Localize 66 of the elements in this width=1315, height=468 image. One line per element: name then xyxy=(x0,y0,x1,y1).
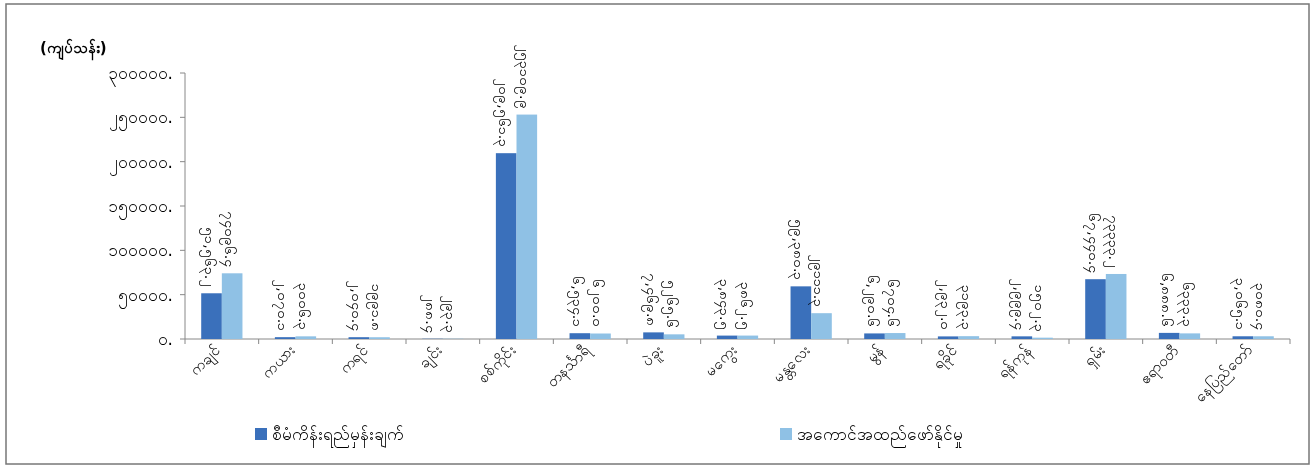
bar xyxy=(516,114,538,339)
bar xyxy=(663,334,685,339)
data-label: ၂,၀၄၀.၄ xyxy=(345,280,365,332)
bar xyxy=(1011,336,1033,339)
y-tick-label: ၂၀၀၀၀၀. xyxy=(108,151,173,176)
data-label: ၆၃၃၃.၃ xyxy=(1176,281,1196,328)
data-label: ၆,၅၃၄.၁ xyxy=(566,276,586,328)
data-label: ၅၁,၅၆၃.၂ xyxy=(198,227,218,288)
data-label: ၃၀၀၆.၃ xyxy=(292,282,312,331)
data-label: ၂၉၁၁၁.၃ xyxy=(808,253,828,308)
data-label: ၃,၈၄၃.၅ xyxy=(714,278,734,330)
data-label: ၃,၀၆၅.၁ xyxy=(1229,278,1249,331)
y-tick-label: ၃၀၀၀၀၀. xyxy=(107,63,173,87)
data-label: ၇၄၀၉၆.၄ xyxy=(219,210,239,268)
data-label: ၆၇၀၄.၆ xyxy=(882,278,902,328)
bar xyxy=(1085,279,1106,339)
bar xyxy=(1253,336,1274,339)
data-label: ၇၃၃၃၃.၂ xyxy=(1103,214,1123,268)
y-tick-label: ၅၀၀၀၀. xyxy=(117,284,173,309)
bar xyxy=(1158,332,1180,339)
bar xyxy=(1179,333,1201,339)
x-tick-label: ရှမ်း xyxy=(1080,341,1111,372)
x-tick-label: ပဲခူး xyxy=(638,341,669,372)
bar xyxy=(201,293,222,339)
bar xyxy=(1105,273,1127,339)
y-tick-label: ၁၅၀၀၀၀. xyxy=(107,196,173,220)
data-label: ၆၇,၄၄၀.၄ xyxy=(1082,213,1102,274)
data-label: ၂,၉၃၂.၀ xyxy=(935,279,955,331)
data-label: ၂,၀၇၀.၁ xyxy=(272,279,292,332)
data-label: ၃၈၆၂.၅ xyxy=(734,282,754,330)
data-label: ၁၉၉၁.၈ xyxy=(366,283,386,332)
bar xyxy=(864,333,885,339)
bar xyxy=(590,333,611,339)
data-label: ၇,၄၆၉.၈ xyxy=(640,273,660,327)
data-label: ၂၅၃၁၀၉.၉ xyxy=(513,44,533,109)
x-tick-label: မွန် xyxy=(862,341,890,368)
data-label: ၃၁၉၃.၃ xyxy=(955,284,975,331)
legend-label: စီမံကိန်းရည်မှန်းချက် xyxy=(272,424,404,448)
data-label: ၂,၉၉၉.၄ xyxy=(1008,278,1028,331)
bar xyxy=(884,333,906,339)
y-tick-label: ၂၅၀၀၀၀. xyxy=(108,107,173,132)
y-tick-label: ၁၀၀၀၀၀. xyxy=(107,240,173,261)
bar xyxy=(958,336,980,339)
bar xyxy=(937,336,959,339)
data-label: ၁၅၀၂.၃ xyxy=(1029,285,1049,332)
legend-label: အကောင်အထည်ဖော်နိုင်မှု xyxy=(797,424,963,448)
bar xyxy=(716,335,738,339)
bar xyxy=(811,313,832,339)
data-label: ၂၉၃.၃ xyxy=(440,295,460,333)
bar xyxy=(643,332,664,339)
bar xyxy=(221,273,243,339)
data-label: ၆၂၀၀.၀ xyxy=(587,279,607,328)
y-axis-title: (ကျပ်သန်း) xyxy=(40,38,107,61)
bar xyxy=(569,333,591,339)
bar xyxy=(1232,336,1254,339)
data-label: ၅၉,၃၈၀.၃ xyxy=(787,219,807,281)
y-tick-label: ၀. xyxy=(157,329,173,349)
data-label: ၂၈၈.၄ xyxy=(419,294,439,333)
bar xyxy=(495,153,517,339)
data-label: ၃၀၈၀.၄ xyxy=(1250,282,1270,331)
data-label: ၆,၈၈၈.၆ xyxy=(1159,272,1176,327)
data-label: ၂၀၉,၅၆၁.၃ xyxy=(493,78,513,148)
x-tick-label: ချင်း xyxy=(415,341,448,374)
data-label: ၅၂၆၅.၆ xyxy=(661,279,681,329)
data-label: ၆,၂၉၀.၆ xyxy=(861,274,881,328)
bar xyxy=(295,336,317,339)
